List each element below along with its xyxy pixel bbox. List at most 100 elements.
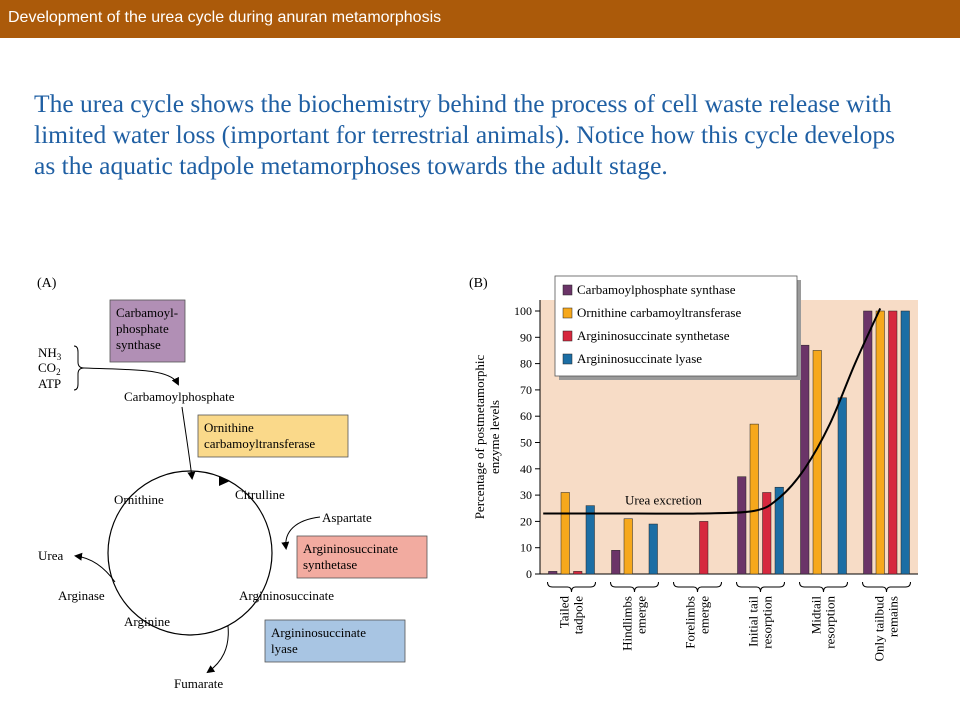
bar-s0-c0 bbox=[548, 571, 558, 575]
y-tick-label-5: 50 bbox=[520, 436, 532, 450]
legend-box bbox=[554, 275, 798, 377]
citrulline-label: Citrulline bbox=[235, 487, 285, 502]
y-tick-label-0: 0 bbox=[526, 567, 532, 581]
bar-s1-c4 bbox=[812, 350, 822, 575]
fumarate-arrow bbox=[206, 625, 229, 674]
intro-text: The urea cycle shows the biochemistry be… bbox=[34, 89, 896, 181]
y-axis-label: Percentage of postmetamorphicenzyme leve… bbox=[472, 354, 502, 519]
legend-swatch-3 bbox=[562, 353, 573, 365]
ass-label-1: Argininosuccinate bbox=[303, 541, 398, 556]
inputs-bracket bbox=[73, 345, 85, 391]
category-label-3-1: Initial tail bbox=[746, 596, 761, 647]
bar-s2-c5 bbox=[888, 310, 898, 575]
y-tick-label-8: 80 bbox=[520, 357, 532, 371]
urea-excretion-label: Urea excretion bbox=[625, 493, 702, 508]
y-tick-label-1: 10 bbox=[520, 541, 532, 555]
legend-swatch-2 bbox=[562, 330, 573, 342]
bar-s0-c1 bbox=[611, 550, 621, 575]
bar-s3-c1 bbox=[648, 523, 658, 575]
cps-box bbox=[109, 299, 186, 363]
urea-excretion-curve bbox=[543, 307, 882, 515]
ass-label-2: synthetase bbox=[303, 557, 357, 572]
asl-label-1: Argininosuccinate bbox=[271, 625, 366, 640]
y-tick-label-2: 20 bbox=[520, 514, 532, 528]
category-label-0-1: Tailed bbox=[557, 596, 572, 629]
y-tick-label-6: 60 bbox=[520, 409, 532, 423]
urea-cycle-diagram: (A) Carbamoyl- phosphate synthase NH3 CO… bbox=[37, 276, 428, 691]
otc-box bbox=[197, 414, 349, 458]
ornithine-label: Ornithine bbox=[114, 492, 164, 507]
y-tick-label-7: 70 bbox=[520, 383, 532, 397]
y-tick-label-3: 30 bbox=[520, 488, 532, 502]
category-label-5-1: Only tailbud bbox=[872, 596, 887, 662]
aspartate-label: Aspartate bbox=[322, 510, 372, 525]
bar-s0-c4 bbox=[800, 344, 810, 575]
category-label-3-2: resorption bbox=[760, 596, 775, 649]
bar-s0-c5 bbox=[863, 310, 873, 575]
category-label-0-2: tadpole bbox=[571, 596, 586, 634]
bar-s1-c0 bbox=[560, 492, 570, 575]
cps-label-1: Carbamoyl- bbox=[116, 305, 178, 320]
legend-label-3: Argininosuccinate lyase bbox=[577, 351, 702, 366]
category-brace-3 bbox=[736, 581, 785, 593]
urea-label: Urea bbox=[38, 548, 63, 563]
urea-arrow bbox=[74, 552, 116, 583]
cp-to-citrulline-arrow bbox=[181, 406, 196, 480]
category-label-5-2: remains bbox=[886, 596, 901, 637]
arginine-label: Arginine bbox=[124, 614, 170, 629]
bar-s2-c3 bbox=[762, 492, 772, 575]
slide-header: Development of the urea cycle during anu… bbox=[0, 0, 960, 38]
y-tick-label-4: 40 bbox=[520, 462, 532, 476]
legend-label-1: Ornithine carbamoyltransferase bbox=[577, 305, 741, 320]
category-brace-1 bbox=[610, 581, 659, 593]
asl-label-2: lyase bbox=[271, 641, 298, 656]
bar-s3-c5 bbox=[900, 310, 910, 575]
arginase-label: Arginase bbox=[58, 588, 105, 603]
enzyme-levels-chart: (B) 0 10 20 30 40 50 60 70 80 90 100 Percentage of … bbox=[469, 275, 918, 662]
inputs-arrow bbox=[83, 367, 179, 386]
y-tick-label-9: 90 bbox=[520, 330, 532, 344]
co2-label: CO2 bbox=[38, 360, 61, 377]
category-brace-4 bbox=[799, 581, 848, 593]
fumarate-label: Fumarate bbox=[174, 676, 223, 691]
bar-s0-c3 bbox=[737, 476, 747, 575]
bar-s1-c3 bbox=[749, 423, 759, 575]
panel-b-label: (B) bbox=[469, 276, 488, 291]
bar-s3-c3 bbox=[774, 486, 784, 575]
aspartate-arrow bbox=[281, 516, 321, 550]
legend-swatch-1 bbox=[562, 307, 573, 319]
atp-label: ATP bbox=[38, 376, 61, 391]
category-label-2-1: Forelimbs bbox=[683, 596, 698, 649]
legend-label-0: Carbamoylphosphate synthase bbox=[577, 282, 736, 297]
category-label-4-1: Midtail bbox=[809, 596, 824, 635]
otc-label-1: Ornithine bbox=[204, 420, 254, 435]
asl-box bbox=[264, 619, 406, 663]
panel-a-label: (A) bbox=[37, 276, 57, 291]
category-brace-0 bbox=[547, 581, 596, 593]
argininosuccinate-label: Argininosuccinate bbox=[239, 588, 334, 603]
carbamoylphosphate-label: Carbamoylphosphate bbox=[124, 389, 235, 404]
bar-s1-c1 bbox=[623, 518, 633, 575]
bar-s3-c0 bbox=[585, 505, 595, 575]
category-label-2-2: emerge bbox=[697, 596, 712, 634]
category-label-1-2: emerge bbox=[634, 596, 649, 634]
plot-area: 0 10 20 30 40 50 60 70 80 90 100 Percentage of post… bbox=[472, 275, 918, 662]
y-tick-label-10: 100 bbox=[514, 304, 532, 318]
bar-s2-c2 bbox=[699, 521, 709, 575]
category-label-1-1: Hindlimbs bbox=[620, 596, 635, 651]
cps-label-2: phosphate bbox=[116, 321, 169, 336]
nh3-label: NH3 bbox=[38, 345, 62, 362]
otc-label-2: carbamoyltransferase bbox=[204, 436, 315, 451]
slide-title: Development of the urea cycle during anu… bbox=[8, 9, 442, 26]
bar-s3-c4 bbox=[837, 397, 847, 575]
legend-label-2: Argininosuccinate synthetase bbox=[577, 328, 730, 343]
cycle-arrowhead bbox=[219, 476, 230, 486]
bar-s2-c0 bbox=[573, 571, 583, 575]
category-label-4-2: resorption bbox=[823, 596, 838, 649]
cps-label-3: synthase bbox=[116, 337, 161, 352]
legend-swatch-0 bbox=[562, 284, 573, 296]
category-brace-2 bbox=[673, 581, 722, 593]
category-brace-5 bbox=[862, 581, 911, 593]
ass-box bbox=[296, 535, 428, 579]
cycle-circle bbox=[107, 470, 273, 636]
